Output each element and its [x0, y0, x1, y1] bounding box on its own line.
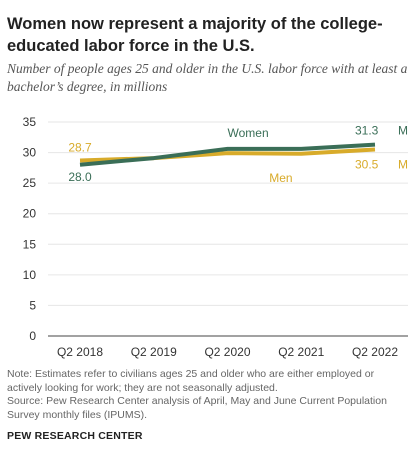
- line-chart: 0 5 10 15 20 25 30 35 Q2 2018 Q2 2019 Q2 2020 Q2 20…: [23, 115, 408, 359]
- x-tick-label: Q2 2018: [57, 345, 103, 359]
- unit-label-women: M: [398, 124, 408, 138]
- y-tick-label: 25: [23, 176, 37, 190]
- chart-title: Women now represent a majority of the co…: [7, 15, 383, 55]
- unit-label-men: M: [398, 158, 408, 172]
- x-tick-label: Q2 2020: [204, 345, 250, 359]
- x-tick-label: Q2 2022: [352, 345, 398, 359]
- series-line-women: [79, 142, 376, 167]
- chart-subtitle: Number of people ages 25 and older in th…: [7, 61, 408, 94]
- y-tick-label: 5: [29, 298, 36, 312]
- y-tick-label: 15: [23, 237, 37, 251]
- y-tick-label: 10: [23, 268, 37, 282]
- y-tick-label: 35: [23, 115, 37, 129]
- data-label-women-end: 31.3: [355, 124, 379, 138]
- x-tick-label: Q2 2021: [278, 345, 324, 359]
- data-label-men-start: 28.7: [68, 141, 92, 155]
- y-tick-label: 0: [29, 329, 36, 343]
- source-text: Source: Pew Research Center analysis of …: [7, 395, 387, 421]
- chart-notes: Note: Estimates refer to civilians ages …: [7, 368, 412, 422]
- organization-name: PEW RESEARCH CENTER: [7, 430, 143, 442]
- x-tick-label: Q2 2019: [131, 345, 177, 359]
- y-tick-label: 20: [23, 207, 37, 221]
- series-label-women: Women: [228, 126, 269, 140]
- data-label-women-start: 28.0: [68, 170, 92, 184]
- y-tick-label: 30: [23, 146, 37, 160]
- data-label-men-end: 30.5: [355, 158, 379, 172]
- series-label-men: Men: [269, 171, 292, 185]
- note-text: Note: Estimates refer to civilians ages …: [7, 368, 375, 394]
